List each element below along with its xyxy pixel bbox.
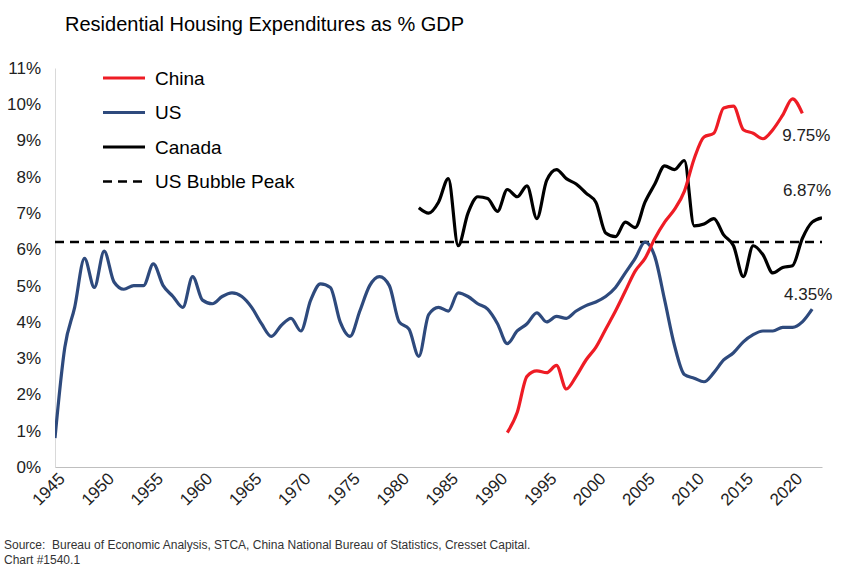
y-tick-label: 9% bbox=[16, 131, 41, 150]
y-axis-line bbox=[55, 69, 56, 468]
x-tick-label: 1995 bbox=[520, 469, 560, 509]
x-tick-label: 1955 bbox=[127, 469, 167, 509]
x-tick: 1970 bbox=[274, 467, 314, 509]
legend-label: US bbox=[155, 102, 181, 123]
y-tick: 5% bbox=[16, 277, 55, 296]
series-line bbox=[55, 241, 822, 244]
x-tick: 1990 bbox=[471, 467, 511, 509]
x-tick: 1955 bbox=[127, 467, 167, 509]
x-tick: 1945 bbox=[29, 467, 69, 509]
y-tick: 2% bbox=[16, 385, 55, 404]
y-tick-label: 11% bbox=[8, 59, 41, 78]
legend-swatch bbox=[103, 180, 145, 183]
chart-svg: Residential Housing Expenditures as % GD… bbox=[0, 0, 848, 577]
y-tick: 6% bbox=[16, 240, 55, 259]
x-tick: 2005 bbox=[619, 467, 659, 509]
y-tick: 9% bbox=[16, 131, 55, 150]
x-tick-label: 1985 bbox=[422, 469, 462, 509]
y-tick-label: 0% bbox=[16, 458, 41, 477]
legend-label: China bbox=[155, 68, 205, 89]
end-label: 6.87% bbox=[783, 181, 831, 200]
x-tick-label: 1990 bbox=[471, 469, 511, 509]
legend-swatch bbox=[103, 76, 145, 79]
y-tick: 11% bbox=[8, 59, 55, 78]
y-tick-label: 4% bbox=[16, 313, 41, 332]
end-label: 9.75% bbox=[782, 126, 830, 145]
x-tick: 1965 bbox=[225, 467, 265, 509]
x-tick-label: 1980 bbox=[373, 469, 413, 509]
footnotes: Source: Bureau of Economic Analysis, STC… bbox=[4, 538, 530, 567]
series-line bbox=[419, 160, 822, 276]
x-tick-label: 2005 bbox=[619, 469, 659, 509]
legend-label: US Bubble Peak bbox=[155, 171, 295, 192]
legend-swatch bbox=[103, 111, 145, 114]
end-label: 4.35% bbox=[784, 285, 832, 304]
x-tick: 1975 bbox=[324, 467, 364, 509]
y-tick: 1% bbox=[16, 422, 55, 441]
y-tick-label: 7% bbox=[16, 204, 41, 223]
x-tick-label: 1970 bbox=[274, 469, 314, 509]
y-axis: 0% 1% 2% 3% 4% 5% 6% 7% 8% 9% 10% 11% bbox=[7, 59, 56, 477]
footnote: Source: Bureau of Economic Analysis, STC… bbox=[4, 538, 530, 552]
x-tick: 1985 bbox=[422, 467, 462, 509]
x-tick-label: 2020 bbox=[766, 469, 806, 509]
x-tick: 1995 bbox=[520, 467, 560, 509]
y-tick-label: 6% bbox=[16, 240, 41, 259]
x-axis: 1945195019551960196519701975198019851990… bbox=[29, 467, 823, 509]
y-tick-label: 10% bbox=[7, 95, 41, 114]
x-tick-label: 1945 bbox=[29, 469, 69, 509]
x-tick: 2010 bbox=[668, 467, 708, 509]
y-tick-label: 5% bbox=[16, 277, 41, 296]
y-tick-label: 2% bbox=[16, 385, 41, 404]
legend-swatch bbox=[103, 145, 145, 148]
y-tick: 7% bbox=[16, 204, 55, 223]
x-tick-label: 2010 bbox=[668, 469, 708, 509]
x-tick-label: 1975 bbox=[324, 469, 364, 509]
x-tick-label: 2000 bbox=[569, 469, 609, 509]
y-tick-label: 1% bbox=[16, 422, 41, 441]
x-tick: 2015 bbox=[717, 467, 757, 509]
x-tick: 2020 bbox=[766, 467, 806, 509]
x-tick-label: 1950 bbox=[78, 469, 118, 509]
footnote: Chart #1540.1 bbox=[4, 553, 80, 567]
x-tick: 1950 bbox=[78, 467, 118, 509]
series-line bbox=[507, 99, 802, 433]
plot-area bbox=[55, 99, 822, 438]
x-tick-label: 1960 bbox=[176, 469, 216, 509]
annotations: 9.75% 6.87% 4.35% bbox=[782, 126, 832, 304]
legend-label: Canada bbox=[155, 137, 222, 158]
y-tick-label: 8% bbox=[16, 168, 41, 187]
x-tick-label: 1965 bbox=[225, 469, 265, 509]
y-tick: 8% bbox=[16, 168, 55, 187]
x-tick: 1960 bbox=[176, 467, 216, 509]
chart-title: Residential Housing Expenditures as % GD… bbox=[65, 13, 464, 35]
y-tick: 4% bbox=[16, 313, 55, 332]
y-tick-label: 3% bbox=[16, 349, 41, 368]
chart-container: Residential Housing Expenditures as % GD… bbox=[0, 0, 848, 577]
x-tick: 2000 bbox=[569, 467, 609, 509]
series-line bbox=[55, 242, 812, 438]
y-tick: 3% bbox=[16, 349, 55, 368]
x-tick: 1980 bbox=[373, 467, 413, 509]
y-tick: 10% bbox=[7, 95, 55, 114]
legend: China US Canada US Bubble Peak bbox=[103, 68, 295, 193]
x-tick-label: 2015 bbox=[717, 469, 757, 509]
x-axis-line bbox=[56, 467, 823, 468]
